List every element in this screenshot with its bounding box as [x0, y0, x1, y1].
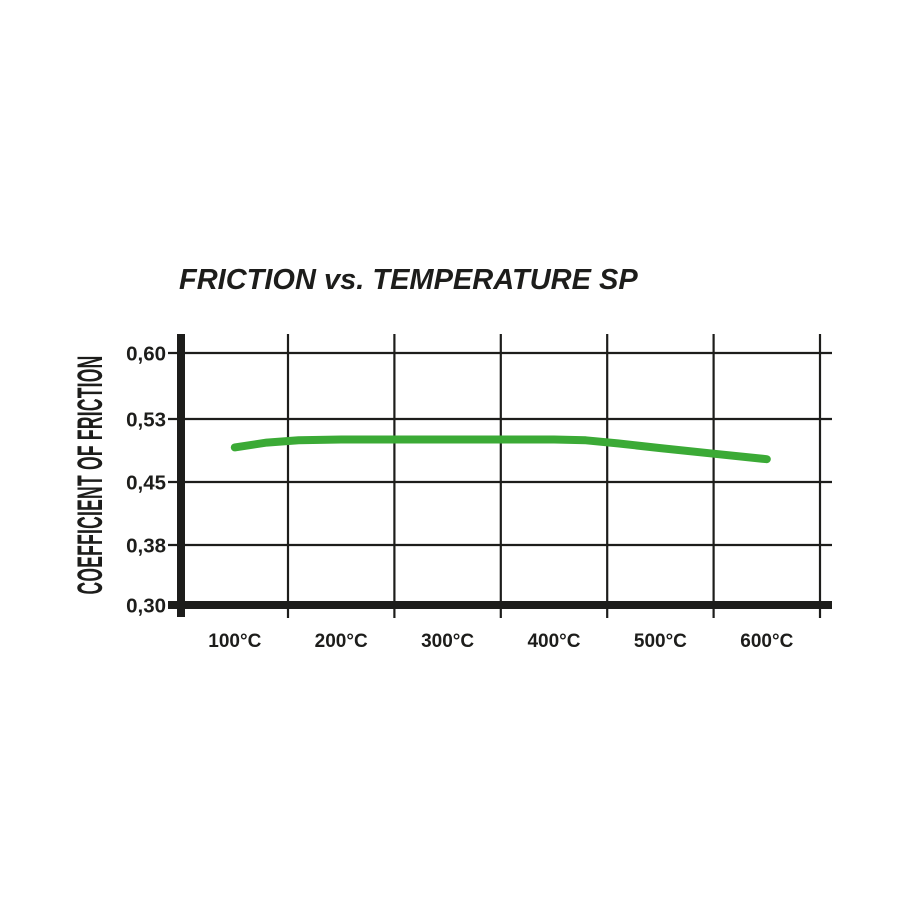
x-tick-label: 600°C	[740, 631, 793, 652]
x-axis-line	[168, 601, 832, 609]
y-tick-label: 0,60	[126, 342, 166, 365]
y-axis-line	[177, 334, 185, 617]
friction-curve	[230, 435, 771, 464]
x-tick-label: 200°C	[315, 631, 368, 652]
y-tick-label: 0,30	[126, 594, 166, 617]
y-tick-label: 0,53	[126, 408, 166, 431]
y-tick-label: 0,38	[126, 534, 166, 557]
x-tick-label: 300°C	[421, 631, 474, 652]
x-tick-label: 100°C	[208, 631, 261, 652]
chart-title: FRICTION vs. TEMPERATURE SP	[179, 264, 638, 296]
y-tick-label: 0,45	[126, 471, 166, 494]
x-tick-label: 400°C	[527, 631, 580, 652]
x-tick-label: 500°C	[634, 631, 687, 652]
